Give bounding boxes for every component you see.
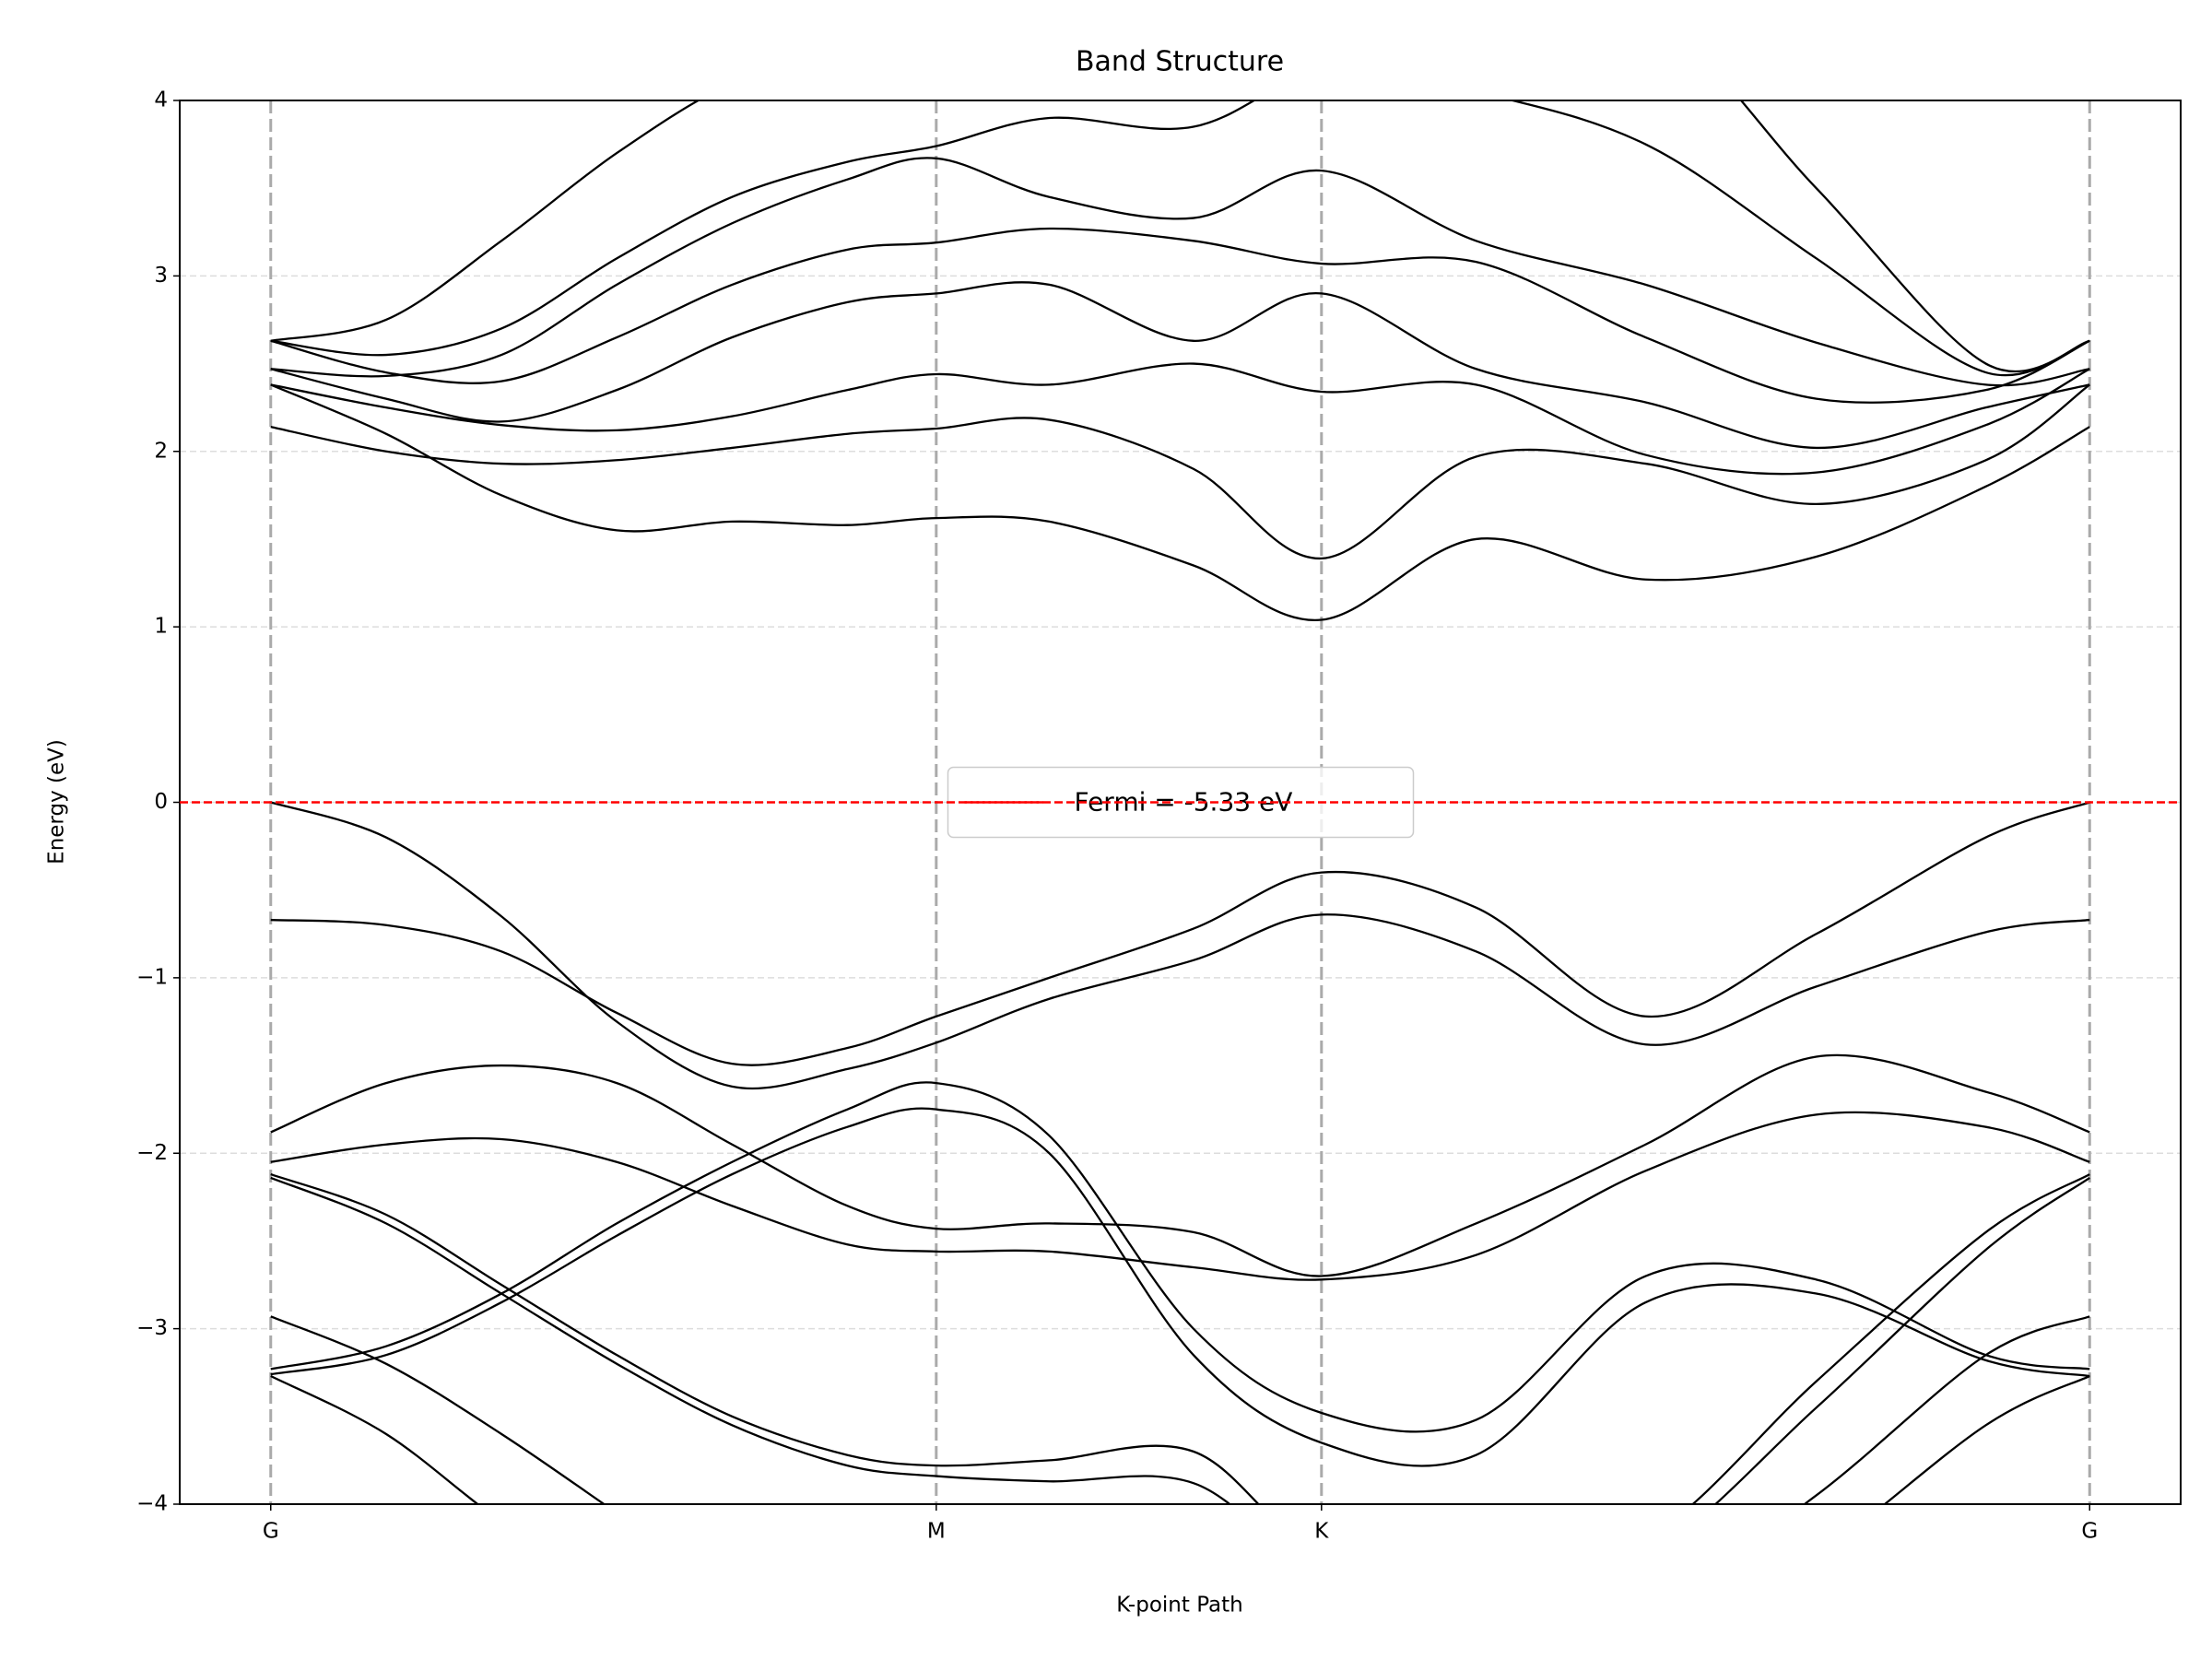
y-axis-label: Energy (eV) — [45, 739, 69, 865]
y-tick-label: −1 — [136, 965, 168, 989]
y-tick-label: 4 — [154, 88, 168, 112]
band-line — [270, 1176, 2090, 1504]
x-tick-label: G — [263, 1520, 279, 1544]
band-line — [270, 801, 2090, 1090]
band-line — [270, 362, 2090, 476]
x-tick-label: M — [927, 1520, 946, 1544]
band-line — [270, 227, 2090, 404]
band-line — [270, 801, 2090, 1066]
band-line — [270, 100, 2090, 377]
y-tick-label: 3 — [154, 264, 168, 288]
band-line — [270, 157, 2090, 387]
band-line — [270, 1173, 2090, 1504]
y-tick-label: 2 — [154, 439, 168, 463]
plot-area — [270, 100, 2090, 1504]
band-line — [270, 383, 2090, 621]
x-tick-label: G — [2081, 1520, 2098, 1544]
band-line — [270, 281, 2090, 450]
band-line — [270, 1111, 2090, 1281]
band-line — [270, 383, 2090, 560]
y-tick-label: −3 — [136, 1316, 168, 1340]
x-tick-label: K — [1314, 1520, 1329, 1544]
y-tick-label: −2 — [136, 1141, 168, 1165]
x-axis-label: K-point Path — [1116, 1594, 1242, 1618]
band-line — [270, 1315, 2090, 1504]
y-tick-label: 1 — [154, 615, 168, 639]
chart-title: Band Structure — [1076, 46, 1284, 78]
y-tick-label: 0 — [154, 790, 168, 814]
band-line — [270, 1081, 2090, 1433]
band-line — [270, 1107, 2090, 1467]
band-line — [270, 1053, 2090, 1277]
y-tick-label: −4 — [136, 1492, 168, 1516]
band-line — [270, 100, 2090, 373]
